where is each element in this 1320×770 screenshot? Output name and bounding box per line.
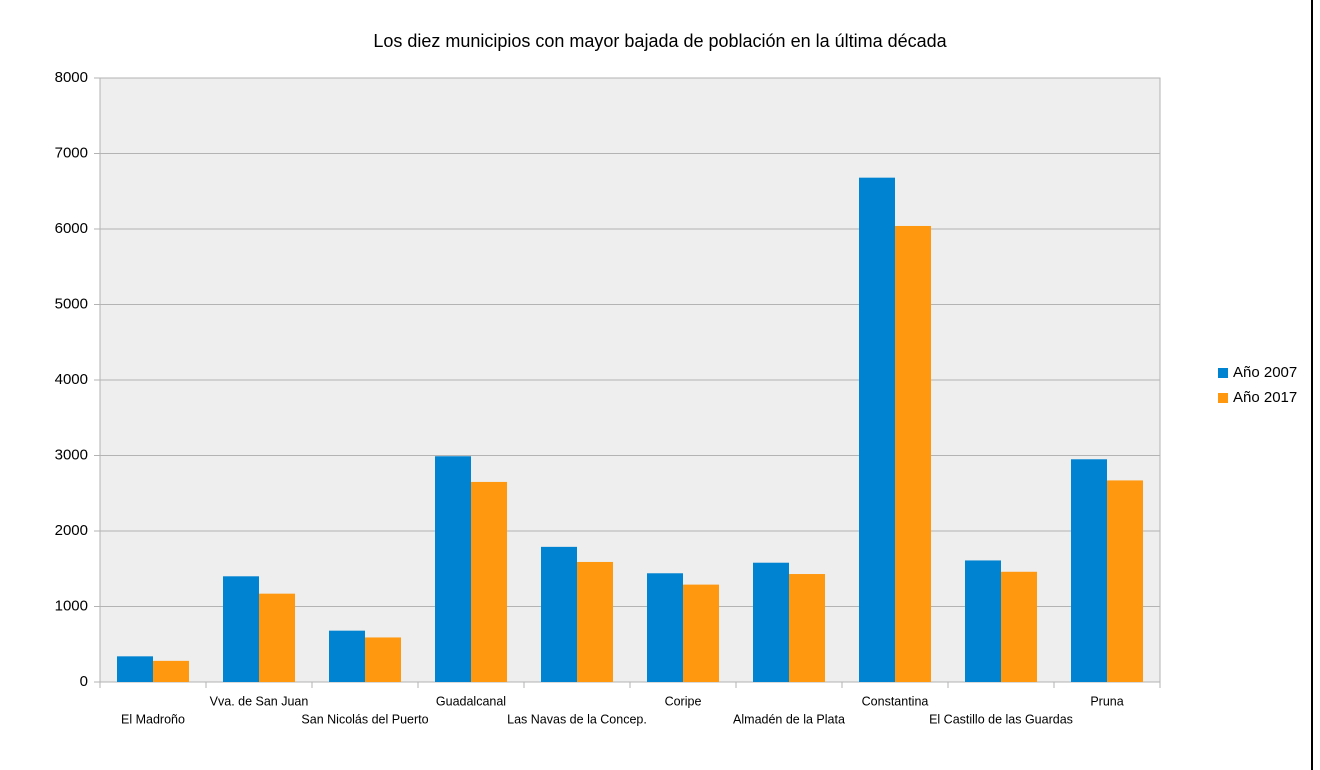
bar [753,562,789,682]
bar [223,576,259,682]
y-tick-label: 1000 [55,597,88,614]
bar [329,630,365,682]
bar [683,584,719,682]
bar [435,456,471,682]
bar [789,574,825,682]
x-tick-label: San Nicolás del Puerto [301,712,428,726]
y-tick-label: 4000 [55,371,88,388]
bar [859,177,895,682]
bar [965,560,1001,682]
x-tick-label: Guadalcanal [436,694,506,708]
x-tick-label: Almadén de la Plata [733,712,845,726]
x-tick-label: Coripe [665,694,702,708]
x-tick-label: Constantina [862,694,929,708]
x-tick-label: Las Navas de la Concep. [507,712,647,726]
y-tick-label: 0 [80,673,88,690]
y-tick-label: 5000 [55,295,88,312]
legend-key [1218,368,1228,378]
legend-label: Año 2007 [1233,364,1297,381]
bar [1001,571,1037,682]
y-tick-label: 3000 [55,446,88,463]
y-tick-label: 2000 [55,522,88,539]
x-tick-label: El Madroño [121,712,185,726]
chart-title: Los diez municipios con mayor bajada de … [373,31,947,51]
bar [117,656,153,682]
legend-key [1218,393,1228,403]
bar [1107,480,1143,682]
bar [259,593,295,682]
y-tick-label: 7000 [55,144,88,161]
bar [895,225,931,683]
bar [365,637,401,682]
bar [1071,459,1107,682]
bar [577,561,613,682]
y-tick-label: 6000 [55,220,88,237]
x-tick-label: Pruna [1090,694,1123,708]
legend-label: Año 2017 [1233,389,1297,406]
y-tick-label: 8000 [55,69,88,86]
bar [153,660,189,682]
x-tick-label: El Castillo de las Guardas [929,712,1073,726]
x-tick-label: Vva. de San Juan [210,694,309,708]
bar [471,481,507,682]
bar [647,573,683,682]
bar [541,546,577,682]
